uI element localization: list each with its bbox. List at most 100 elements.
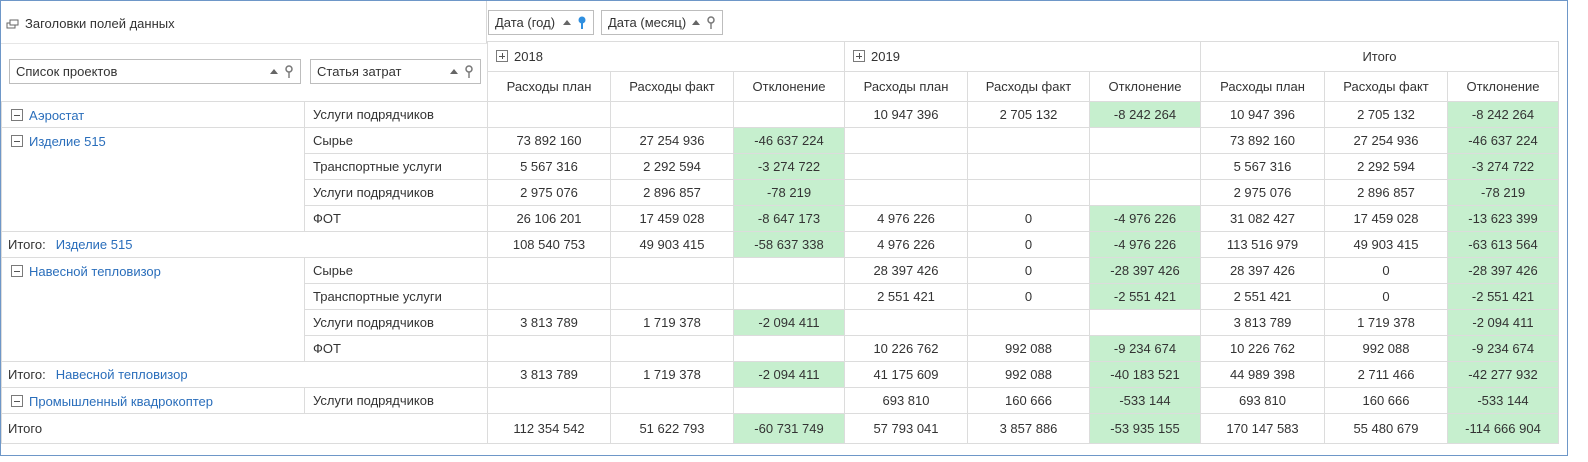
value-cell <box>487 101 611 128</box>
project-link[interactable]: Промышленный квадрокоптер <box>29 394 213 409</box>
deviation-cell: -53 935 155 <box>1089 413 1201 444</box>
value-cell: 2 705 132 <box>967 101 1090 128</box>
expand-icon[interactable] <box>496 50 508 62</box>
value-cell <box>844 179 968 206</box>
deviation-cell <box>1089 309 1201 336</box>
deviation-cell: -4 976 226 <box>1089 205 1201 232</box>
collapse-icon[interactable] <box>11 395 23 407</box>
cost-item-cell: Транспортные услуги <box>304 153 488 180</box>
deviation-cell: -78 219 <box>1447 179 1559 206</box>
project-link[interactable]: Навесной тепловизор <box>55 367 188 382</box>
deviation-cell: -13 623 399 <box>1447 205 1559 232</box>
measure-header[interactable]: Отклонение <box>1089 71 1201 102</box>
collapse-icon[interactable] <box>11 135 23 147</box>
value-cell: 2 896 857 <box>1324 179 1448 206</box>
deviation-cell: -2 551 421 <box>1089 283 1201 310</box>
measure-header[interactable]: Расходы факт <box>967 71 1090 102</box>
measure-header[interactable]: Расходы факт <box>1324 71 1448 102</box>
cost-item-cell: Услуги подрядчиков <box>304 309 488 336</box>
cost-item-cell: Сырье <box>304 257 488 284</box>
value-cell: 5 567 316 <box>487 153 611 180</box>
deviation-cell: -8 647 173 <box>733 205 845 232</box>
table-row: Итого: Навесной тепловизор 3 813 789 1 719 … <box>1 361 1559 388</box>
deviation-cell: -42 277 932 <box>1447 361 1559 388</box>
deviation-cell <box>1089 127 1201 154</box>
cost-item-cell: Транспортные услуги <box>304 283 488 310</box>
table-row: Итого: Изделие 515 108 540 753 49 903 415 -5… <box>1 231 1559 258</box>
deviation-cell: -8 242 264 <box>1089 101 1201 128</box>
project-cell: Изделие 515 <box>1 127 305 232</box>
deviation-cell: -114 666 904 <box>1447 413 1559 444</box>
deviation-cell <box>733 387 845 414</box>
project-cell: Аэростат <box>1 101 305 128</box>
collapse-icon[interactable] <box>11 265 23 277</box>
collapse-icon[interactable] <box>11 109 23 121</box>
deviation-cell: -40 183 521 <box>1089 361 1201 388</box>
measure-header[interactable]: Расходы план <box>1200 71 1325 102</box>
value-cell: 41 175 609 <box>844 361 968 388</box>
pivot-grid: Заголовки полей данных Дата (год) Дата (… <box>0 0 1568 456</box>
deviation-cell: -3 274 722 <box>1447 153 1559 180</box>
deviation-cell: -2 551 421 <box>1447 283 1559 310</box>
deviation-cell: -28 397 426 <box>1089 257 1201 284</box>
deviation-cell: -533 144 <box>1089 387 1201 414</box>
field-headers-label: Заголовки полей данных <box>25 16 175 31</box>
measure-header[interactable]: Расходы план <box>487 71 611 102</box>
project-cell: Навесной тепловизор <box>1 257 305 362</box>
row-field-projects[interactable]: Список проектов <box>9 59 301 84</box>
value-cell <box>487 387 611 414</box>
measure-header[interactable]: Расходы факт <box>610 71 734 102</box>
filter-icon[interactable] <box>284 64 294 79</box>
column-field-month-label: Дата (месяц) <box>608 15 687 30</box>
value-cell: 73 892 160 <box>487 127 611 154</box>
value-cell: 2 292 594 <box>610 153 734 180</box>
sort-asc-icon[interactable] <box>692 20 700 25</box>
measure-header[interactable]: Отклонение <box>1447 71 1559 102</box>
deviation-cell: -46 637 224 <box>733 127 845 154</box>
value-cell: 2 551 421 <box>844 283 968 310</box>
project-link[interactable]: Изделие 515 <box>29 134 106 149</box>
project-link[interactable]: Навесной тепловизор <box>29 264 161 279</box>
cost-item-cell: Услуги подрядчиков <box>304 101 488 128</box>
column-header-2018[interactable]: 2018 <box>487 41 845 72</box>
measure-header[interactable]: Расходы план <box>844 71 968 102</box>
field-headers-icon[interactable] <box>6 19 20 29</box>
value-cell: 992 088 <box>967 335 1090 362</box>
value-cell <box>610 387 734 414</box>
value-cell: 992 088 <box>967 361 1090 388</box>
field-headers-area: Заголовки полей данных <box>6 16 175 31</box>
value-cell: 73 892 160 <box>1200 127 1325 154</box>
value-cell: 28 397 426 <box>1200 257 1325 284</box>
filter-icon[interactable] <box>706 15 716 30</box>
value-cell: 3 813 789 <box>487 309 611 336</box>
column-field-month[interactable]: Дата (месяц) <box>601 10 723 35</box>
row-field-projects-label: Список проектов <box>16 64 118 79</box>
column-field-year[interactable]: Дата (год) <box>488 10 594 35</box>
deviation-cell <box>733 283 845 310</box>
value-cell: 1 719 378 <box>1324 309 1448 336</box>
value-cell: 2 711 466 <box>1324 361 1448 388</box>
project-link[interactable]: Изделие 515 <box>55 237 133 252</box>
column-header-2019[interactable]: 2019 <box>844 41 1201 72</box>
sort-asc-icon[interactable] <box>270 69 278 74</box>
value-cell: 27 254 936 <box>610 127 734 154</box>
project-link[interactable]: Аэростат <box>29 108 85 123</box>
value-cell: 5 567 316 <box>1200 153 1325 180</box>
value-cell <box>967 153 1090 180</box>
measure-header[interactable]: Отклонение <box>733 71 845 102</box>
expand-icon[interactable] <box>853 50 865 62</box>
pivot-table: 2018 2019 Итого Расходы план Расходы факт… <box>1 41 1559 444</box>
value-cell: 27 254 936 <box>1324 127 1448 154</box>
sort-asc-icon[interactable] <box>450 69 458 74</box>
column-field-year-label: Дата (год) <box>495 15 556 30</box>
row-field-cost-item[interactable]: Статья затрат <box>310 59 481 84</box>
value-cell: 0 <box>1324 283 1448 310</box>
value-cell: 10 226 762 <box>844 335 968 362</box>
table-row: Навесной тепловизор Сырье 28 397 426 0 -28 3… <box>1 257 1559 362</box>
value-cell: 44 989 398 <box>1200 361 1325 388</box>
filter-icon[interactable] <box>464 64 474 79</box>
value-cell: 17 459 028 <box>1324 205 1448 232</box>
sort-asc-icon[interactable] <box>563 20 571 25</box>
value-cell <box>967 179 1090 206</box>
filter-active-icon[interactable] <box>577 16 587 30</box>
